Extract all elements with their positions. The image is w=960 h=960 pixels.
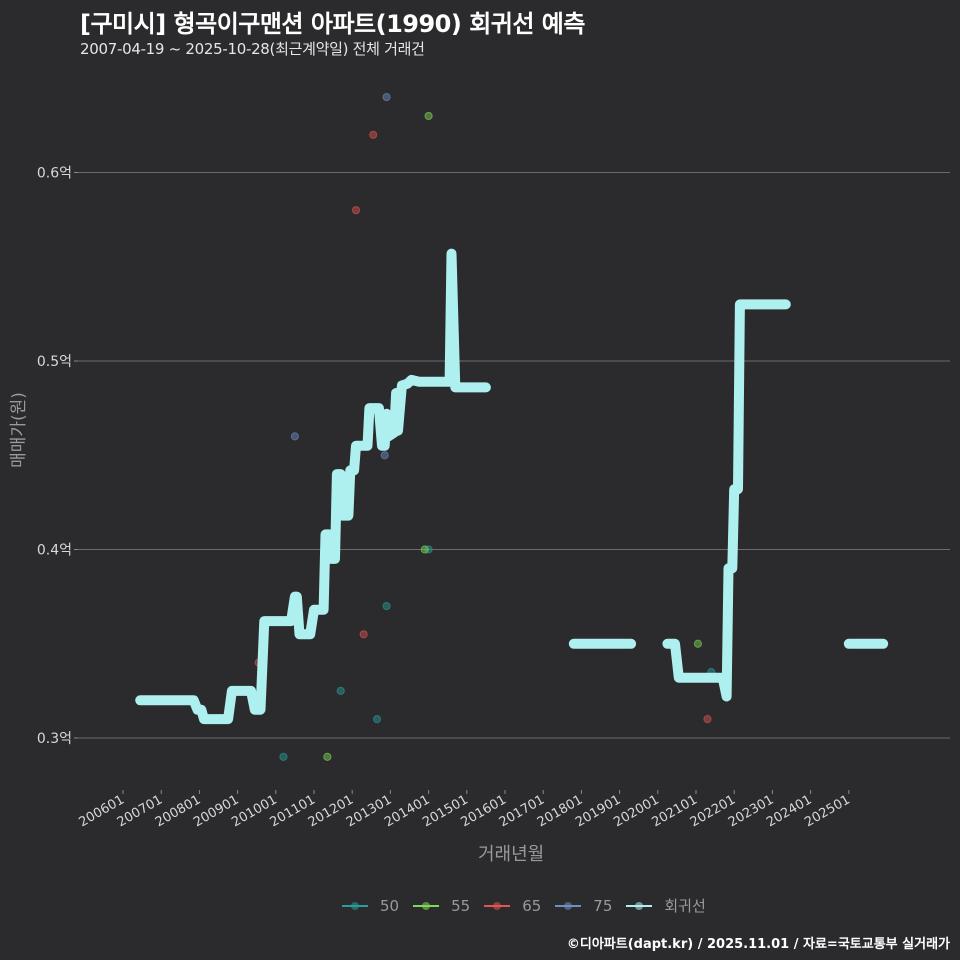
data-point-50: [279, 752, 288, 761]
data-point-75: [290, 432, 299, 441]
legend-item-55: 55: [413, 897, 470, 915]
data-point-55: [323, 752, 332, 761]
regression-line-segment: [135, 248, 491, 725]
legend-key-icon: [626, 901, 653, 910]
legend-key-icon: [342, 901, 368, 910]
y-tick-label: 0.4억: [37, 543, 72, 559]
legend-item-65: 65: [484, 897, 541, 915]
y-tick-label: 0.3억: [37, 731, 72, 747]
x-axis-ticks: 2006012007012008012009012010012011012012…: [77, 790, 853, 830]
legend-item-75: 75: [555, 897, 612, 915]
y-tick-label: 0.6억: [37, 166, 72, 182]
x-axis-label: 거래년월: [478, 844, 545, 865]
regression-line: [135, 248, 889, 725]
data-point-55: [693, 639, 703, 648]
legend-label: 75: [593, 896, 613, 915]
legend-item-regression: 회귀선: [626, 895, 706, 916]
data-point-50: [336, 686, 345, 695]
legend-label: 회귀선: [664, 897, 706, 915]
data-point-75: [382, 93, 391, 102]
data-point-65: [359, 630, 368, 639]
y-axis-ticks: 0.3억 0.4억 0.5억 0.6억: [37, 166, 78, 747]
data-point-75: [380, 451, 389, 460]
chart-title: [구미시] 형곡이구맨션 아파트(1990) 회귀선 예측: [80, 10, 585, 38]
legend-label: 50: [380, 896, 400, 915]
legend-item-50: 50: [342, 897, 399, 915]
legend-key-icon: [555, 901, 582, 910]
scatter-points: [254, 93, 716, 761]
y-tick-label: 0.5억: [37, 354, 72, 370]
data-point-55: [420, 545, 429, 554]
chart-subtitle: 2007-04-19 ~ 2025-10-28(최근계약일) 전체 거래건: [80, 40, 425, 58]
data-point-50: [372, 715, 382, 724]
data-point-65: [369, 130, 378, 139]
legend-label: 65: [522, 896, 542, 915]
gridlines: [78, 171, 950, 739]
data-point-50: [382, 601, 391, 611]
data-point-65: [703, 715, 712, 724]
legend-label: 55: [451, 896, 471, 915]
legend-key-icon: [413, 901, 440, 910]
legend-key-icon: [484, 901, 511, 910]
data-point-55: [424, 111, 433, 121]
chart-legend: 50 55 65 75 회귀선: [342, 895, 720, 916]
data-point-65: [351, 206, 361, 215]
y-axis-label: 매매가(원): [9, 392, 29, 468]
regression-line-segment: [662, 299, 791, 702]
source-caption: ©디아파트(dapt.kr) / 2025.11.01 / 자료=국토교통부 실…: [566, 937, 950, 952]
